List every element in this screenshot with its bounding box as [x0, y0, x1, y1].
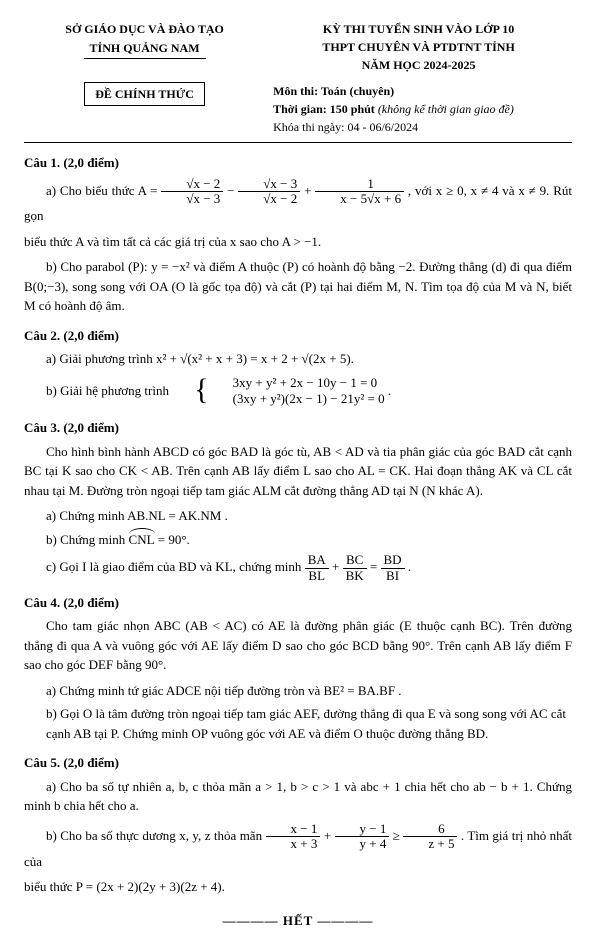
separator: [24, 142, 572, 143]
q3-c: c) Gọi I là giao điểm của BD và KL, chứn…: [46, 553, 572, 583]
duration-note: (không kể thời gian giao đề): [378, 102, 514, 116]
left-brace: {: [172, 375, 208, 409]
org-line1: SỞ GIÁO DỤC VÀ ĐÀO TẠO: [24, 20, 265, 38]
exam-line2: THPT CHUYÊN VÀ PTDTNT TỈNH: [265, 38, 572, 56]
q4-intro: Cho tam giác nhọn ABC (AB < AC) có AE là…: [24, 616, 572, 675]
exam-line3: NĂM HỌC 2024-2025: [265, 56, 572, 74]
official-stamp: ĐỀ CHÍNH THỨC: [84, 82, 205, 106]
footer-end: ———— HẾT ————: [24, 911, 572, 931]
exam-info: Môn thi: Toán (chuyên) Thời gian: 150 ph…: [265, 82, 572, 136]
eq1: 3xy + y² + 2x − 10y − 1 = 0: [211, 375, 385, 392]
q1-a-pre: a) Cho biểu thức A =: [46, 182, 158, 197]
header: SỞ GIÁO DỤC VÀ ĐÀO TẠO TỈNH QUẢNG NAM KỲ…: [24, 20, 572, 74]
q5-b-line2: biểu thức P = (2x + 2)(2y + 3)(2z + 4).: [24, 877, 572, 897]
duration: Thời gian: 150 phút (không kể thời gian …: [273, 100, 572, 118]
q1-a-frac3: 1 x − 5√x + 6: [315, 177, 404, 207]
stamp-wrap: ĐỀ CHÍNH THỨC: [24, 82, 265, 136]
q2-a: a) Giải phương trình x² + √(x² + x + 3) …: [24, 349, 572, 369]
q5-b: b) Cho ba số thực dương x, y, z thỏa mãn…: [24, 822, 572, 871]
q3-intro: Cho hình bình hành ABCD có góc BAD là gó…: [24, 442, 572, 501]
q4-b: b) Gọi O là tâm đường tròn ngoại tiếp ta…: [46, 704, 572, 743]
q3-a: a) Chứng minh AB.NL = AK.NM .: [46, 506, 572, 526]
q2-title: Câu 2. (2,0 điểm): [24, 326, 572, 346]
q4-a: a) Chứng minh tứ giác ADCE nội tiếp đườn…: [46, 681, 572, 701]
q4-title: Câu 4. (2,0 điểm): [24, 593, 572, 613]
equation-system: { 3xy + y² + 2x − 10y − 1 = 0 (3xy + y²)…: [172, 375, 384, 409]
subject: Môn thi: Toán (chuyên): [273, 82, 572, 100]
exam-line1: KỲ THI TUYỂN SINH VÀO LỚP 10: [265, 20, 572, 38]
q5-a: a) Cho ba số tự nhiên a, b, c thỏa mãn a…: [24, 777, 572, 816]
arc-cnl: CNL: [129, 530, 155, 550]
org-block: SỞ GIÁO DỤC VÀ ĐÀO TẠO TỈNH QUẢNG NAM: [24, 20, 265, 74]
q2-b: b) Giải hệ phương trình { 3xy + y² + 2x …: [24, 375, 572, 409]
q1-a: a) Cho biểu thức A = √x − 2 √x − 3 − √x …: [24, 177, 572, 226]
duration-label: Thời gian: 150 phút: [273, 102, 375, 116]
q5-title: Câu 5. (2,0 điểm): [24, 753, 572, 773]
q1-a-frac2: √x − 3 √x − 2: [238, 177, 300, 207]
eq2: (3xy + y²)(2x − 1) − 21y² = 0: [211, 391, 385, 408]
second-row: ĐỀ CHÍNH THỨC Môn thi: Toán (chuyên) Thờ…: [24, 82, 572, 136]
exam-date: Khóa thi ngày: 04 - 06/6/2024: [273, 118, 572, 136]
q3-b: b) Chứng minh CNL = 90°.: [46, 530, 572, 550]
org-line2: TỈNH QUẢNG NAM: [84, 39, 206, 59]
q1-title: Câu 1. (2,0 điểm): [24, 153, 572, 173]
exam-block: KỲ THI TUYỂN SINH VÀO LỚP 10 THPT CHUYÊN…: [265, 20, 572, 74]
q1-a-frac1: √x − 2 √x − 3: [161, 177, 223, 207]
q1-b: b) Cho parabol (P): y = −x² và điểm A th…: [24, 257, 572, 316]
q3-title: Câu 3. (2,0 điểm): [24, 418, 572, 438]
q1-a-line2: biểu thức A và tìm tất cả các giá trị củ…: [24, 232, 572, 252]
